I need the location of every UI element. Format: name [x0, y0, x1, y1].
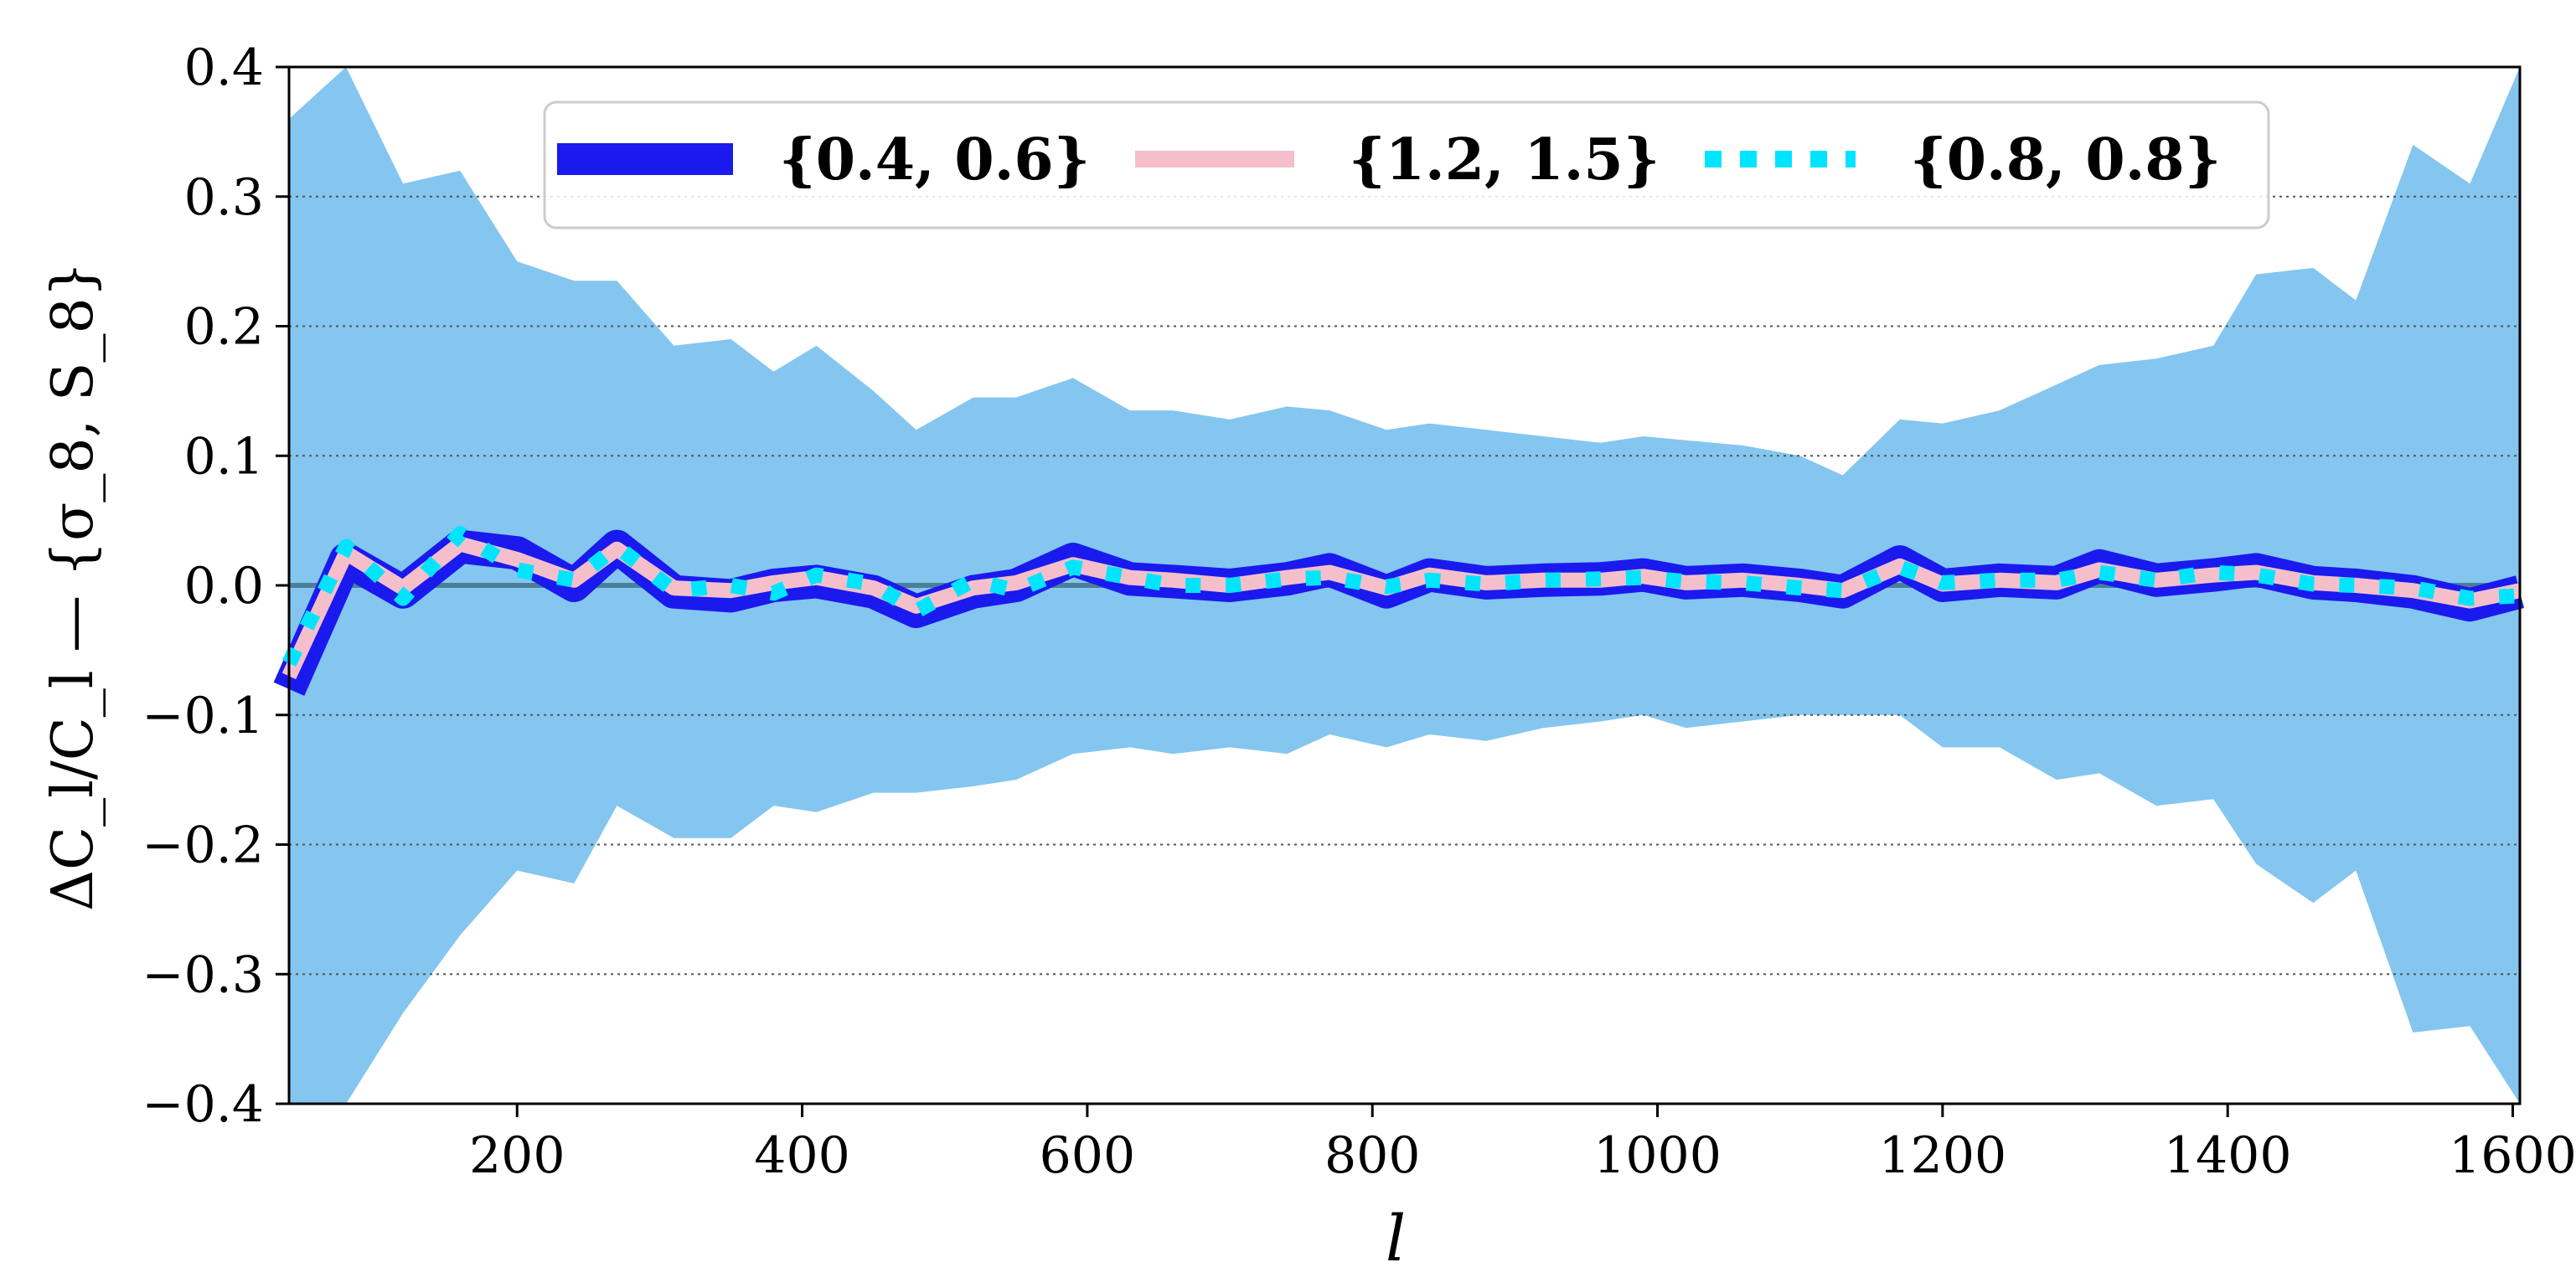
y-tick-label: −0.1	[142, 687, 264, 745]
x-tick-label: 200	[469, 1126, 565, 1185]
y-tick-label: −0.3	[142, 945, 264, 1004]
y-axis-label: ΔC_l/C_l — {σ_8, S_8}	[40, 261, 106, 911]
y-axis-ticks: −0.4 −0.3 −0.2 −0.1 0.0 0.1 0.2 0.3 0.4	[142, 39, 289, 1134]
legend: {0.4, 0.6} {1.2, 1.5} {0.8, 0.8}	[543, 100, 2270, 229]
x-axis-ticks: 200 400 600 800 1000 1200 1400 1600	[469, 1104, 2576, 1185]
x-tick-label: 1200	[1879, 1126, 2007, 1185]
legend-label-series-2: {1.2, 1.5}	[1349, 126, 1660, 193]
legend-label-series-1: {0.4, 0.6}	[779, 126, 1090, 193]
y-tick-label: 0.3	[184, 168, 264, 227]
x-tick-label: 400	[754, 1126, 850, 1185]
y-tick-label: −0.4	[142, 1075, 264, 1134]
y-tick-label: 0.4	[184, 39, 264, 97]
x-axis-label: l	[1386, 1201, 1406, 1275]
y-tick-label: 0.2	[184, 298, 264, 357]
x-tick-label: 1600	[2449, 1126, 2576, 1185]
series-lines	[273, 526, 2525, 696]
x-tick-label: 1000	[1593, 1126, 1722, 1185]
x-tick-label: 1400	[2164, 1126, 2292, 1185]
x-tick-label: 800	[1324, 1126, 1421, 1185]
legend-box	[543, 100, 2270, 229]
legend-label-series-3: {0.8, 0.8}	[1910, 126, 2221, 193]
y-tick-label: −0.2	[142, 817, 264, 875]
series-line-3	[281, 526, 2521, 667]
y-tick-label: 0.0	[184, 557, 264, 616]
x-tick-label: 600	[1040, 1126, 1136, 1185]
y-tick-label: 0.1	[184, 427, 264, 486]
